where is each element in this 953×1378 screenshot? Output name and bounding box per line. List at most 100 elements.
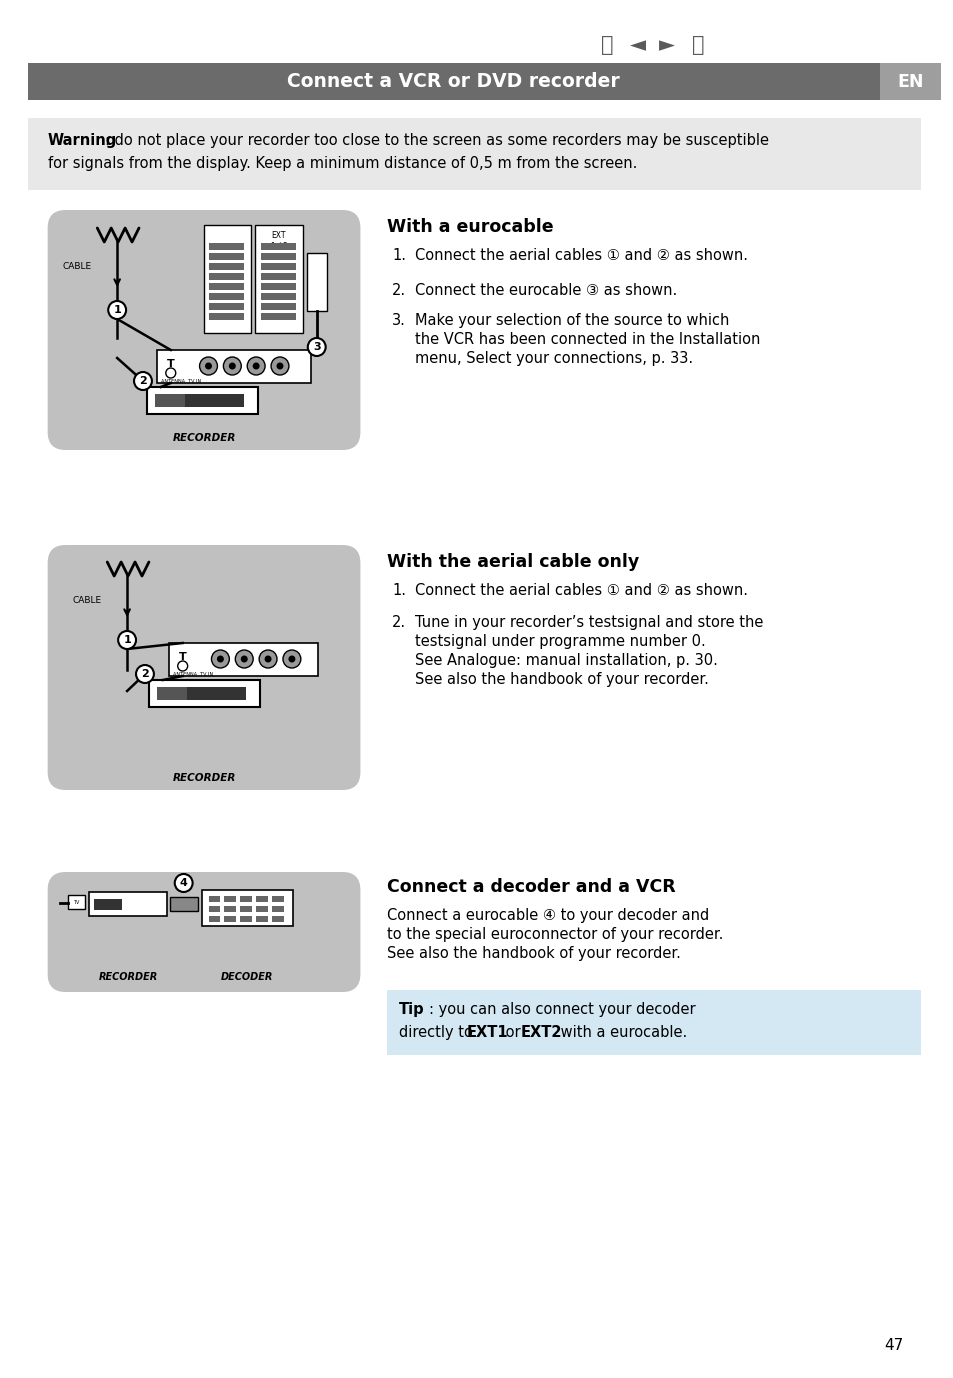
Bar [210, 243, 244, 249]
Text: ⏮: ⏮ [600, 34, 613, 55]
Bar [156, 688, 187, 700]
Text: See also the handbook of your recorder.: See also the handbook of your recorder. [387, 947, 680, 960]
Bar [240, 905, 252, 912]
FancyBboxPatch shape [48, 546, 360, 790]
Circle shape [283, 650, 300, 668]
Bar [210, 282, 244, 289]
Bar [147, 387, 258, 413]
Text: or: or [501, 1025, 525, 1040]
Bar [240, 896, 252, 903]
Text: EN: EN [896, 73, 923, 91]
Bar [387, 989, 921, 1056]
Text: Tune in your recorder’s testsignal and store the: Tune in your recorder’s testsignal and s… [415, 615, 762, 630]
Bar [224, 916, 236, 922]
Text: 3: 3 [313, 342, 320, 351]
Bar [68, 894, 86, 909]
Bar [209, 916, 220, 922]
Bar [272, 916, 284, 922]
Text: directly to: directly to [398, 1025, 477, 1040]
Circle shape [229, 362, 235, 369]
Bar [156, 350, 311, 383]
Text: CABLE: CABLE [63, 262, 91, 270]
Text: menu, Select your connections, p. 33.: menu, Select your connections, p. 33. [415, 351, 693, 367]
Circle shape [205, 362, 212, 369]
Circle shape [240, 656, 248, 663]
Text: 2: 2 [139, 376, 147, 386]
Bar [170, 897, 197, 911]
Text: RECORDER: RECORDER [98, 971, 157, 983]
Bar [261, 273, 295, 280]
Circle shape [264, 656, 272, 663]
Bar [210, 263, 244, 270]
Text: Connect a decoder and a VCR: Connect a decoder and a VCR [387, 878, 676, 896]
Text: Connect a eurocable ④ to your decoder and: Connect a eurocable ④ to your decoder an… [387, 908, 709, 923]
Circle shape [136, 666, 153, 683]
Bar [94, 898, 122, 909]
Bar [209, 905, 220, 912]
Text: T: T [178, 652, 187, 661]
Circle shape [276, 362, 283, 369]
Text: With the aerial cable only: With the aerial cable only [387, 553, 639, 570]
Circle shape [288, 656, 295, 663]
Text: T: T [167, 360, 174, 369]
Text: RECORDER: RECORDER [172, 433, 235, 442]
Text: ⏭: ⏭ [691, 34, 703, 55]
Circle shape [223, 357, 241, 375]
Bar [261, 263, 295, 270]
Circle shape [271, 357, 289, 375]
Text: EXT2: EXT2 [519, 1025, 561, 1040]
Bar [149, 679, 260, 707]
Text: : you can also connect your decoder: : you can also connect your decoder [429, 1002, 695, 1017]
FancyBboxPatch shape [48, 209, 360, 451]
Text: See also the handbook of your recorder.: See also the handbook of your recorder. [415, 672, 708, 688]
Text: Tip: Tip [398, 1002, 424, 1017]
Text: for signals from the display. Keep a minimum distance of 0,5 m from the screen.: for signals from the display. Keep a min… [48, 156, 637, 171]
Circle shape [308, 338, 325, 356]
Text: 1.: 1. [392, 248, 406, 263]
Text: with a eurocable.: with a eurocable. [556, 1025, 686, 1040]
Circle shape [216, 656, 224, 663]
Text: ANTENNA  TV IN: ANTENNA TV IN [172, 672, 213, 677]
Circle shape [134, 372, 152, 390]
Bar [240, 916, 252, 922]
Text: EXT1: EXT1 [466, 1025, 508, 1040]
Circle shape [247, 357, 265, 375]
Circle shape [177, 661, 188, 671]
Bar [254, 225, 302, 333]
Circle shape [118, 631, 136, 649]
Bar [256, 896, 268, 903]
Text: testsignal under programme number 0.: testsignal under programme number 0. [415, 634, 705, 649]
Bar [210, 273, 244, 280]
Bar [307, 254, 326, 311]
Bar [90, 892, 167, 916]
Bar [203, 225, 251, 333]
Text: TV: TV [73, 900, 79, 904]
Circle shape [108, 300, 126, 318]
Text: 1: 1 [123, 635, 131, 645]
Bar [210, 303, 244, 310]
Text: With a eurocable: With a eurocable [387, 218, 554, 236]
Text: Connect the eurocable ③ as shown.: Connect the eurocable ③ as shown. [415, 282, 677, 298]
Bar [261, 243, 295, 249]
Bar [256, 916, 268, 922]
Bar [224, 896, 236, 903]
Bar [272, 905, 284, 912]
Text: ►: ► [659, 34, 675, 55]
Circle shape [166, 368, 175, 378]
Text: : do not place your recorder too close to the screen as some recorders may be su: : do not place your recorder too close t… [105, 134, 768, 147]
Text: 1.: 1. [392, 583, 406, 598]
Bar [154, 394, 244, 407]
Text: 47: 47 [883, 1338, 902, 1352]
Text: DECODER: DECODER [221, 971, 274, 983]
Bar [272, 896, 284, 903]
Text: 4: 4 [179, 878, 188, 887]
Bar [28, 119, 921, 190]
Text: 3.: 3. [392, 313, 406, 328]
Bar [210, 294, 244, 300]
Text: to the special euroconnector of your recorder.: to the special euroconnector of your rec… [387, 927, 722, 943]
Circle shape [235, 650, 253, 668]
Bar [224, 905, 236, 912]
Bar [209, 896, 220, 903]
Text: Connect the aerial cables ① and ② as shown.: Connect the aerial cables ① and ② as sho… [415, 248, 747, 263]
Text: 1: 1 [113, 305, 121, 316]
